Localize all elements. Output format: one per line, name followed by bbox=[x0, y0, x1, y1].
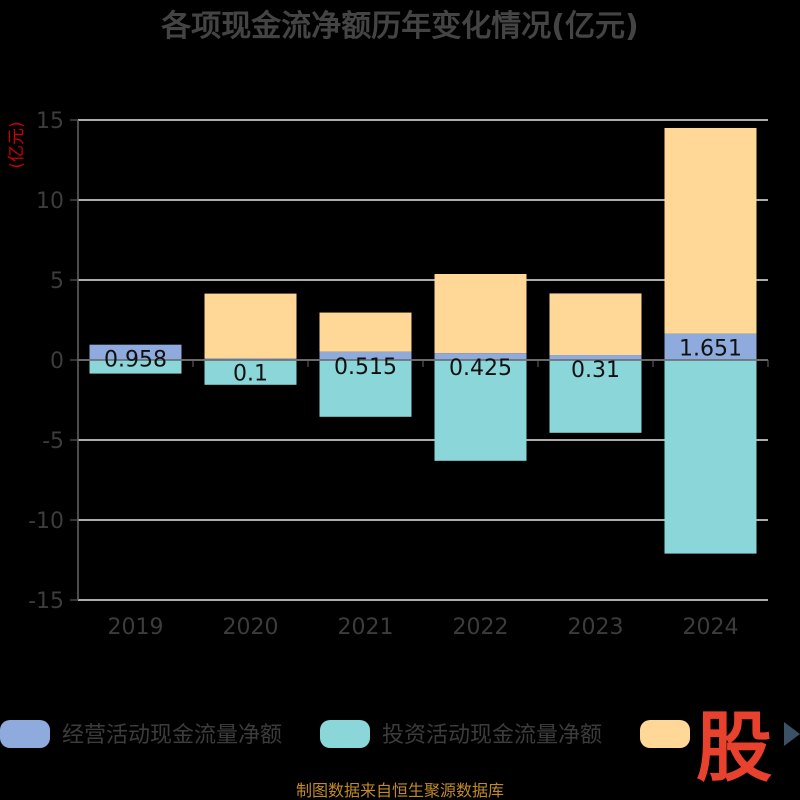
y-tick-label: -10 bbox=[28, 509, 64, 534]
bar-segment-2024-series-2 bbox=[664, 127, 757, 334]
data-label-2024: 1.651 bbox=[679, 337, 742, 362]
bar-segment-2021-series-1 bbox=[319, 360, 412, 417]
bar-segment-2021-series-0 bbox=[319, 351, 412, 360]
source-note: 制图数据来自恒生聚源数据库 bbox=[296, 781, 504, 800]
bar-segment-2022-series-0 bbox=[434, 353, 527, 360]
legend-swatch-2 bbox=[640, 720, 690, 748]
watermark-logo: 股 bbox=[696, 703, 772, 792]
bar-segment-2020-series-2 bbox=[204, 293, 297, 359]
bar-segment-2024-series-1 bbox=[664, 360, 757, 554]
x-axis-ticks: 2019 2020 2021 2022 2023 2024 bbox=[77, 360, 769, 640]
bar-segment-2019-series-1 bbox=[89, 360, 182, 374]
x-tick-label-2021: 2021 bbox=[338, 615, 394, 640]
y-tick-label: 5 bbox=[50, 269, 64, 294]
bar-segment-2022-series-1 bbox=[434, 360, 527, 461]
y-tick-label: 15 bbox=[36, 109, 64, 134]
x-tick-label-2022: 2022 bbox=[453, 615, 509, 640]
bar-segment-2020-series-1 bbox=[204, 360, 297, 385]
x-tick-label-2020: 2020 bbox=[223, 615, 279, 640]
legend[interactable]: 经营活动现金流量净额 投资活动现金流量净额 bbox=[0, 720, 690, 748]
y-tick-label: -15 bbox=[28, 589, 64, 614]
bar-segment-2024-series-0 bbox=[664, 333, 757, 360]
bar-marks bbox=[89, 127, 757, 554]
bar-segment-2023-series-2 bbox=[549, 293, 642, 356]
bar-segment-2021-series-2 bbox=[319, 312, 412, 352]
bar-segment-2019-series-0 bbox=[89, 344, 182, 360]
bar-segment-2023-series-0 bbox=[549, 355, 642, 360]
chart-title: 各项现金流净额历年变化情况(亿元) bbox=[160, 9, 638, 44]
legend-swatch-0 bbox=[0, 720, 50, 748]
legend-label-1: 投资活动现金流量净额 bbox=[382, 723, 602, 748]
x-tick-label-2023: 2023 bbox=[568, 615, 624, 640]
y-tick-label: 0 bbox=[50, 349, 64, 374]
y-axis-ticks: 15 10 5 0 -5 -10 -15 bbox=[28, 109, 78, 614]
legend-next-arrow-icon[interactable] bbox=[784, 722, 800, 746]
legend-label-0: 经营活动现金流量净额 bbox=[62, 723, 282, 748]
data-label-2021: 0.515 bbox=[334, 355, 397, 380]
data-label-2022: 0.425 bbox=[449, 356, 512, 381]
data-label-2019: 0.958 bbox=[104, 348, 167, 373]
y-tick-label: 10 bbox=[36, 189, 64, 214]
data-label-2023: 0.31 bbox=[571, 358, 620, 383]
bar-segment-2022-series-2 bbox=[434, 274, 527, 354]
data-label-2020: 0.1 bbox=[233, 361, 268, 386]
bar-segment-2020-series-0 bbox=[204, 358, 297, 360]
bar-segment-2023-series-1 bbox=[549, 360, 642, 433]
x-tick-label-2024: 2024 bbox=[683, 615, 739, 640]
x-tick-label-2019: 2019 bbox=[108, 615, 164, 640]
y-unit-label: (亿元) bbox=[7, 121, 27, 168]
legend-swatch-1 bbox=[320, 720, 370, 748]
data-labels: 0.958 0.1 0.515 0.425 0.31 1.651 bbox=[104, 337, 742, 387]
y-tick-label: -5 bbox=[42, 429, 64, 454]
